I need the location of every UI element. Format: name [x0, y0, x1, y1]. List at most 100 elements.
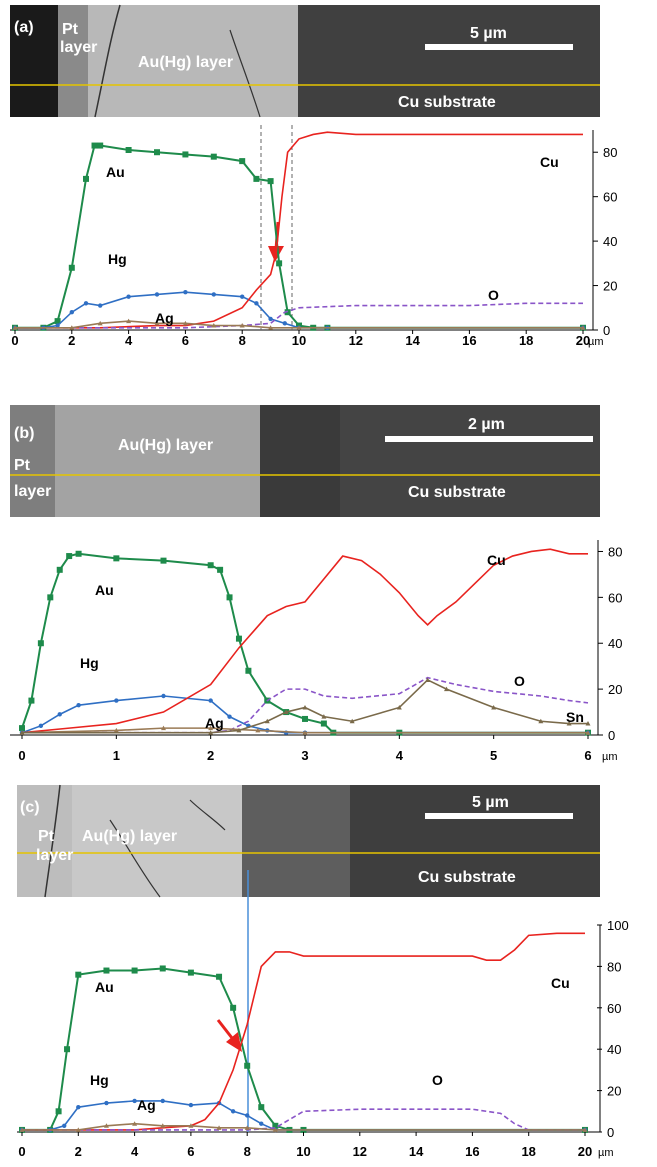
x-tick-label: 4 — [396, 748, 404, 763]
data-point-hg — [98, 303, 103, 308]
data-point-ag — [188, 1123, 194, 1128]
series-line-hg — [22, 1100, 585, 1131]
data-point-hg — [104, 1100, 109, 1106]
data-point-sn — [349, 718, 355, 724]
y-tick-label: 40 — [603, 234, 617, 249]
data-point-hg — [282, 321, 287, 326]
x-unit-label: µm — [598, 1147, 614, 1159]
sem-image-b: (b) 2 µm Pt layer Au(Hg) layer Cu substr… — [10, 405, 600, 517]
data-point-au — [75, 971, 82, 978]
pt-label-c2: layer — [36, 847, 73, 864]
scale-label-b: 2 µm — [468, 416, 505, 433]
data-point-hg — [183, 290, 188, 295]
x-tick-label: 2 — [75, 1144, 82, 1159]
data-point-au — [207, 562, 214, 569]
data-point-hg — [132, 1098, 137, 1104]
x-tick-label: 20 — [578, 1144, 592, 1159]
y-tick-label: 40 — [607, 1042, 621, 1057]
series-label-o-c: O — [432, 1072, 443, 1088]
data-point-hg — [245, 1113, 250, 1118]
data-point-au — [284, 309, 291, 316]
y-tick-label: 60 — [607, 1001, 621, 1016]
x-tick-label: 1 — [113, 748, 120, 763]
series-label-sn-b: Sn — [566, 709, 584, 725]
x-tick-label: 0 — [11, 333, 18, 348]
data-point-au — [187, 969, 194, 976]
x-tick-label: 4 — [131, 1144, 139, 1159]
data-point-au — [83, 175, 89, 182]
cu-label-b: Cu substrate — [408, 484, 506, 501]
series-label-hg-c: Hg — [90, 1072, 109, 1088]
data-point-ag — [126, 318, 132, 324]
pt-label-a2: layer — [60, 39, 97, 56]
auhg-label-c: Au(Hg) layer — [82, 828, 177, 845]
data-point-au — [159, 965, 166, 972]
sem-image-c: (c) 5 µm Pt layer Au(Hg) layer Cu substr… — [17, 784, 600, 898]
data-point-au — [19, 725, 25, 732]
x-tick-label: 16 — [465, 1144, 479, 1159]
data-point-au — [47, 594, 54, 601]
pt-label-b1: Pt — [14, 457, 31, 474]
y-tick-label: 20 — [608, 682, 622, 697]
data-point-ag — [113, 727, 119, 733]
data-point-au — [103, 967, 110, 974]
data-point-au — [125, 147, 132, 153]
data-point-sn — [444, 686, 449, 692]
data-point-sn — [566, 721, 572, 726]
y-tick-label: 60 — [603, 190, 617, 205]
data-point-au — [253, 175, 260, 182]
data-point-ag — [103, 1123, 109, 1128]
data-point-au — [68, 264, 75, 271]
data-point-hg — [240, 294, 245, 299]
data-point-au — [54, 318, 61, 325]
data-point-au — [230, 1004, 237, 1011]
data-point-au — [160, 557, 167, 564]
data-point-ag — [19, 1127, 25, 1132]
x-tick-label: 0 — [18, 1144, 25, 1159]
pt-label-b2: layer — [14, 483, 51, 500]
data-point-ag — [12, 325, 18, 330]
data-point-au — [97, 142, 104, 149]
x-tick-label: 12 — [353, 1144, 367, 1159]
x-tick-label: 18 — [519, 333, 533, 348]
data-point-hg — [227, 714, 232, 719]
data-point-hg — [69, 310, 75, 315]
x-unit-label: µm — [588, 336, 604, 348]
data-point-hg — [259, 1121, 264, 1126]
data-point-sn — [425, 677, 431, 682]
data-point-au — [302, 715, 308, 722]
data-point-au — [91, 142, 98, 149]
x-tick-label: 10 — [292, 333, 306, 348]
series-line-cu — [22, 932, 585, 1131]
x-tick-label: 6 — [182, 333, 189, 348]
x-tick-label: 18 — [521, 1144, 535, 1159]
chart-b: 0 1 2 3 4 5 6 µm 0 20 40 60 80 Au Hg Ag Cu O Sn — [10, 540, 622, 763]
panel-tag-a: (a) — [14, 19, 34, 36]
series-line-hg — [21, 695, 588, 734]
data-point-ag — [585, 730, 591, 735]
data-point-sn — [208, 730, 214, 735]
auhg-label-a: Au(Hg) layer — [138, 54, 233, 71]
series-label-ag-c: Ag — [137, 1097, 156, 1113]
x-tick-label: 2 — [207, 748, 214, 763]
auhg-label-b: Au(Hg) layer — [118, 437, 213, 454]
x-tick-label: 8 — [239, 333, 246, 348]
data-point-ag — [69, 325, 75, 330]
x-tick-label: 4 — [125, 333, 133, 348]
x-tick-label: 14 — [409, 1144, 424, 1159]
series-line-cu — [15, 131, 583, 329]
series-label-cu-b: Cu — [487, 552, 506, 568]
data-point-au — [217, 566, 224, 573]
data-point-au — [239, 158, 246, 165]
red-arrow-c — [216, 1019, 242, 1052]
data-point-au — [272, 1122, 279, 1129]
data-point-sn — [264, 718, 270, 724]
data-point-au — [182, 151, 189, 158]
data-point-au — [131, 967, 138, 974]
data-point-hg — [160, 1098, 165, 1104]
panel-tag-b: (b) — [14, 425, 34, 442]
data-point-au — [320, 720, 327, 727]
x-tick-label: 6 — [584, 748, 591, 763]
data-point-ag — [75, 1127, 81, 1132]
data-point-ag — [255, 727, 261, 733]
